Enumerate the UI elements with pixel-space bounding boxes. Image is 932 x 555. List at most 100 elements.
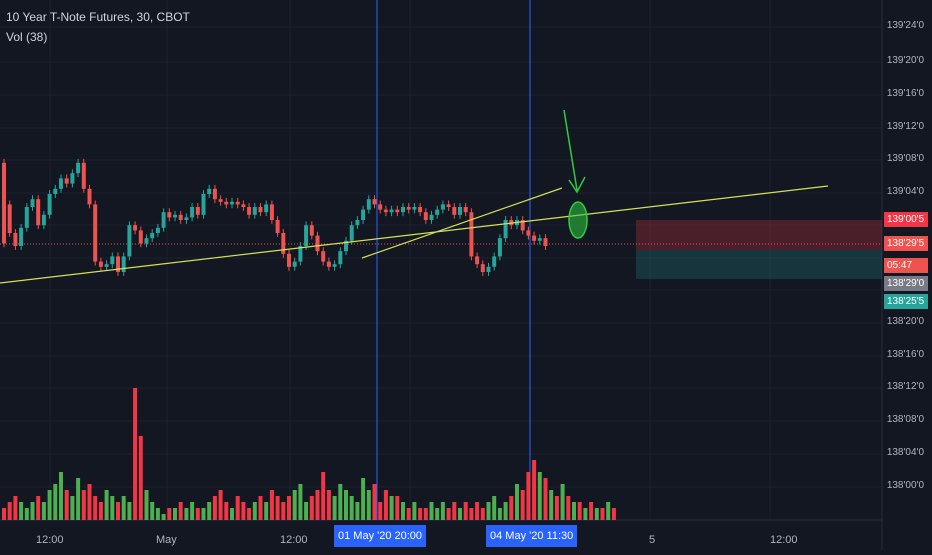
volume-bar [247,508,252,520]
volume-bar [480,508,485,520]
volume-bar [543,478,548,520]
candle-body [173,214,177,218]
candle-body [93,204,98,262]
candle-body [423,212,428,220]
candle-body [543,238,548,246]
candle-body [361,209,366,220]
volume-bar [475,502,480,520]
volume-bar [515,484,519,520]
volume-bar [207,502,212,520]
candle-body [412,207,417,210]
volume-bar [224,502,229,520]
candle-body [264,204,269,213]
candle-body [13,233,18,246]
candle-body [395,209,400,213]
candle-body [315,235,320,252]
volume-bar [212,496,217,520]
candle-body [224,201,229,205]
volume-bar [76,478,81,520]
candle-body [435,209,440,215]
volume-bar [150,502,155,520]
volume-bar [59,472,63,520]
candle-body [486,266,491,272]
volume-bar [611,508,616,520]
trendline [361,187,563,259]
candle-body [76,162,81,174]
price-badge-last: 138'29'5 [884,236,928,251]
volume-bar [201,508,206,520]
candle-body [304,225,309,246]
volume-bar [315,490,320,520]
volume-bar [24,508,29,520]
volume-bar [258,496,263,520]
price-label: 138'12'0 [886,381,924,392]
price-label: 139'16'0 [886,88,924,99]
price-label: 138'20'0 [886,316,924,327]
candle-body [258,207,263,213]
volume-bar [110,496,115,520]
volume-bar [435,508,440,520]
volume-bar [178,502,183,520]
volume-bar [19,502,24,520]
price-label: 139'20'0 [886,55,924,66]
volume-bar [298,484,303,520]
volume-bar [589,502,594,520]
volume-bar [440,502,445,520]
candle-body [252,207,257,215]
time-label: 12:00 [36,534,64,546]
candle-body [116,256,120,272]
volume-bar [93,496,98,520]
candle-body [36,199,41,226]
volume-bar [309,496,314,520]
volume-bar [127,502,132,520]
volume-bar [98,502,103,520]
volume-bar [13,496,18,520]
candle-body [127,225,132,257]
candle-body [138,230,143,244]
candle-body [64,178,69,184]
candle-body [230,201,234,205]
volume-bar [241,502,246,520]
candle-body [355,220,360,226]
candle-body [537,238,542,241]
chart-title: 10 Year T-Note Futures, 30, CBOT [6,10,190,24]
volume-bar [292,490,297,520]
volume-bar [606,502,611,520]
candle-body [440,204,445,210]
volume-bar [537,472,542,520]
volume-bar [116,502,120,520]
candle-body [87,188,92,205]
candle-body [190,207,195,218]
candle-body [372,199,377,205]
volume-bar [121,496,126,520]
candle-body [212,188,217,200]
candle-body [24,207,29,228]
volume-bar [36,496,41,520]
volume-bar [326,490,331,520]
volume-bar [463,502,468,520]
candle-body [218,199,223,202]
volume-bar [355,502,360,520]
price-label: 139'08'0 [886,153,924,164]
candle-body [47,194,52,215]
volume-bar [30,502,35,520]
volume-bar [577,502,582,520]
volume-bar [429,502,434,520]
price-label: 139'24'0 [886,20,924,31]
volume-bar [161,514,166,520]
volume-bar [349,496,354,520]
candle-body [406,207,411,210]
volume-bar [372,484,377,520]
volume-bar [53,484,58,520]
volume-label: Vol (38) [6,30,48,44]
volume-bar [492,496,497,520]
volume-bar [184,508,189,520]
volume-bar [549,490,554,520]
candle-body [292,261,297,267]
candle-body [418,207,423,213]
volume-bar [173,508,177,520]
volume-bar [195,508,200,520]
volume-bar [338,484,343,520]
